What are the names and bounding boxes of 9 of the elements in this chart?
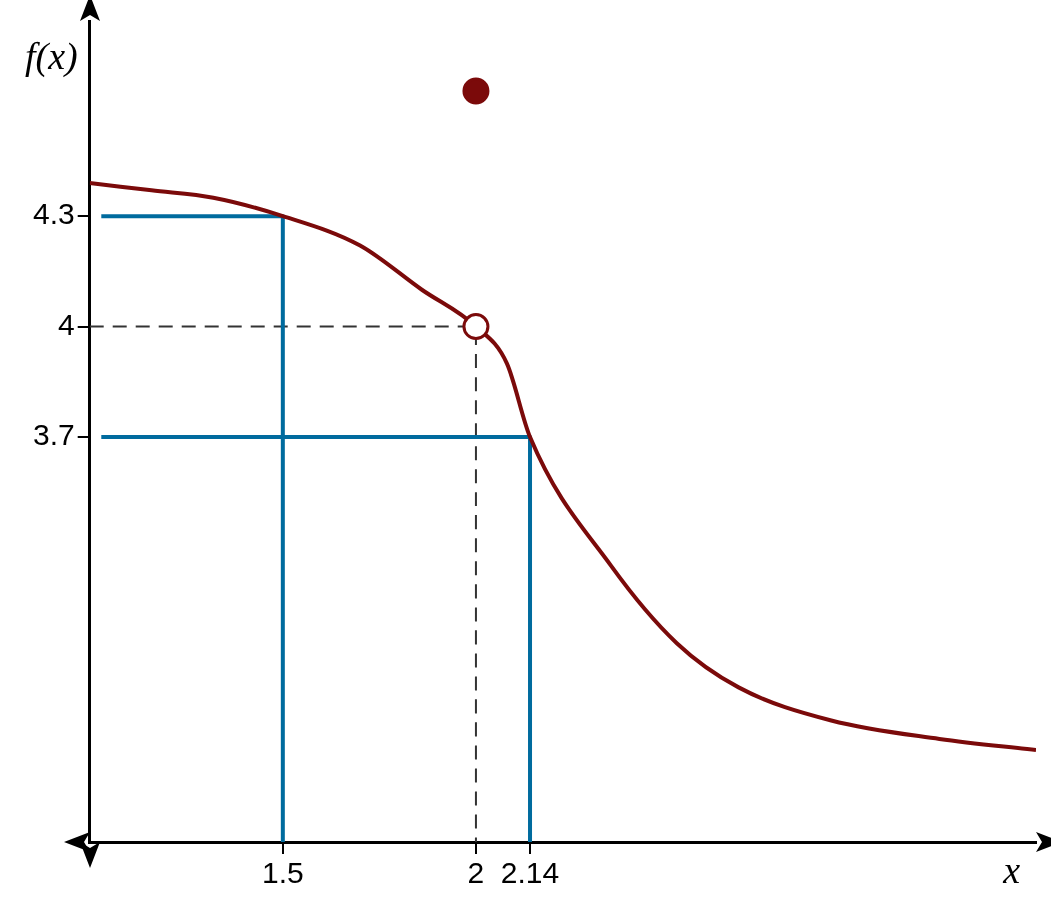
y-tick-label: 4 [58,307,75,341]
x-tick-label: 2 [467,856,485,890]
y-tick-label: 4.3 [32,197,75,231]
x-tick-label: 1.5 [261,856,304,890]
y-axis-title: f(x) [24,34,78,78]
y-tick-label: 3.7 [32,418,75,452]
line-series [89,180,1036,752]
x-axis-title: x [1002,848,1021,891]
x-tick-label: 2.14 [500,856,560,890]
